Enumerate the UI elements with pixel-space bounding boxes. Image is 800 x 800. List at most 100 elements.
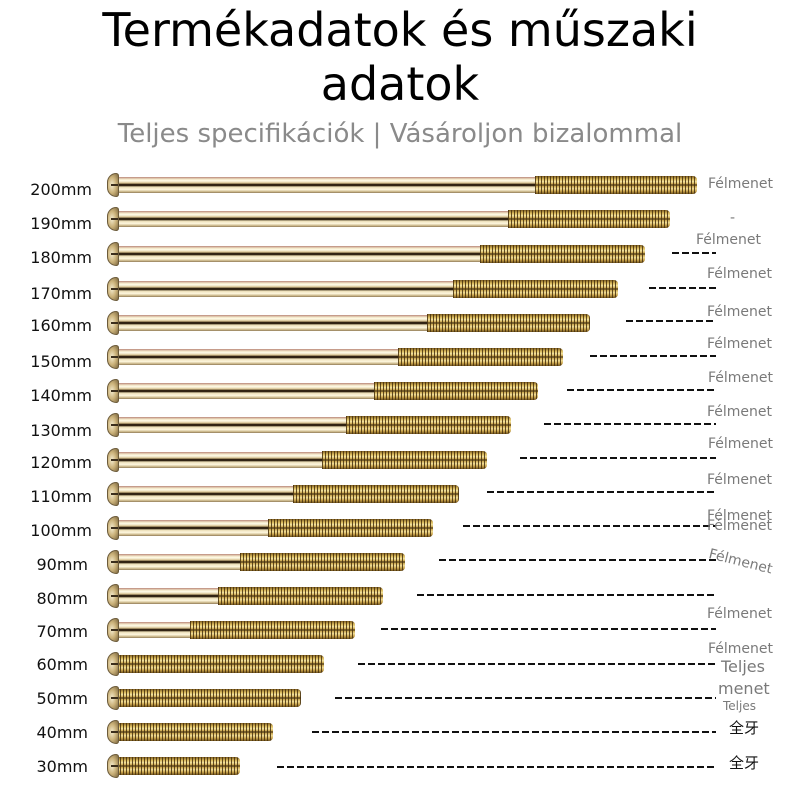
size-label-170: 170mm <box>30 284 92 303</box>
size-label-200: 200mm <box>30 180 92 199</box>
screw-thread <box>190 621 355 639</box>
thread-label-100: Félmenet <box>707 518 773 534</box>
size-label-180: 180mm <box>30 248 92 267</box>
leader-line-30 <box>277 766 716 768</box>
thread-label-80: Félmenet <box>707 606 773 622</box>
screw-80mm <box>107 584 383 608</box>
screw-shank <box>118 486 304 502</box>
screw-head-icon <box>107 686 119 710</box>
leader-line-80 <box>417 594 716 596</box>
screw-70mm <box>107 618 355 642</box>
screw-shank <box>118 383 385 399</box>
screw-shank <box>118 211 519 227</box>
leader-line-70 <box>381 628 716 630</box>
thread-label-170: Félmenet <box>707 304 773 320</box>
screw-190mm <box>107 207 670 231</box>
screw-thread <box>322 451 487 469</box>
size-label-100: 100mm <box>30 521 92 540</box>
thread-label-180: Félmenet <box>707 266 773 282</box>
size-label-130: 130mm <box>30 421 92 440</box>
thread-label-90: Félmenet <box>707 546 775 578</box>
size-label-150: 150mm <box>30 352 92 371</box>
size-label-40: 40mm <box>36 723 88 742</box>
thread-label-190: Félmenet <box>696 232 762 248</box>
leader-line-110 <box>487 491 716 493</box>
thread-label-120: Félmenet <box>707 472 773 488</box>
screw-170mm <box>107 277 618 301</box>
size-label-120: 120mm <box>30 453 92 472</box>
thread-label-30: 全牙 <box>729 754 760 772</box>
leader-line-100 <box>463 525 716 527</box>
screw-thread <box>117 655 324 673</box>
leader-line-120 <box>520 457 716 459</box>
screw-30mm <box>107 754 240 778</box>
screw-head-icon <box>107 173 119 197</box>
size-label-60: 60mm <box>36 655 88 674</box>
leader-line-50 <box>335 697 716 699</box>
screw-shank <box>118 452 333 468</box>
screw-150mm <box>107 345 563 369</box>
screw-120mm <box>107 448 487 472</box>
screw-head-icon <box>107 516 119 540</box>
size-label-50: 50mm <box>36 689 88 708</box>
size-label-90: 90mm <box>36 555 88 574</box>
title-line-1: Termékadatok és műszaki <box>102 3 698 57</box>
screw-shank <box>118 417 357 433</box>
screw-100mm <box>107 516 433 540</box>
leader-line-160 <box>626 320 716 322</box>
thread-label-60-line1: Teljes <box>721 657 765 676</box>
screw-thread <box>427 314 590 332</box>
screw-shank <box>118 281 464 297</box>
screw-140mm <box>107 379 538 403</box>
thread-label-40: 全牙 <box>729 719 760 737</box>
leader-line-90 <box>439 559 716 561</box>
leader-line-180 <box>672 252 716 254</box>
leader-line-130 <box>544 423 716 425</box>
screw-200mm <box>107 173 697 197</box>
screw-head-icon <box>107 482 119 506</box>
screw-head-icon <box>107 754 119 778</box>
size-label-140: 140mm <box>30 386 92 405</box>
screw-thread <box>240 553 405 571</box>
size-label-70: 70mm <box>36 622 88 641</box>
thread-label-50: Teljes <box>723 699 756 713</box>
screw-thread <box>117 689 301 707</box>
dash-mark: - <box>730 210 736 226</box>
size-label-30: 30mm <box>36 757 88 776</box>
screw-thread <box>117 757 240 775</box>
size-label-110: 110mm <box>30 487 92 506</box>
screw-head-icon <box>107 311 119 335</box>
title-line-2: adatok <box>320 57 480 111</box>
screw-thread <box>453 280 618 298</box>
screw-shank <box>118 349 409 365</box>
thread-label-110: Félmenet <box>707 508 773 524</box>
screw-thread <box>268 519 433 537</box>
screw-90mm <box>107 550 405 574</box>
screw-head-icon <box>107 720 119 744</box>
screw-head-icon <box>107 379 119 403</box>
screw-head-icon <box>107 652 119 676</box>
screw-110mm <box>107 482 459 506</box>
screw-50mm <box>107 686 301 710</box>
leader-line-140 <box>567 389 716 391</box>
thread-label-60-line2: menet <box>718 679 770 698</box>
screw-head-icon <box>107 413 119 437</box>
thread-label-130: Félmenet <box>708 436 774 452</box>
screw-shank <box>118 588 229 604</box>
size-label-190: 190mm <box>30 214 92 233</box>
screw-head-icon <box>107 207 119 231</box>
thread-label-200: Félmenet <box>708 176 774 192</box>
leader-line-60 <box>358 663 716 665</box>
screw-40mm <box>107 720 273 744</box>
screw-head-icon <box>107 584 119 608</box>
size-label-160: 160mm <box>30 316 92 335</box>
thread-label-160: Félmenet <box>707 336 773 352</box>
screw-head-icon <box>107 618 119 642</box>
screw-thread <box>346 416 511 434</box>
screw-thread <box>480 245 645 263</box>
subtitle: Teljes specifikációk | Vásároljon bizalo… <box>117 119 683 149</box>
thread-label-70: Félmenet <box>708 641 774 657</box>
leader-line-170 <box>649 287 716 289</box>
screw-head-icon <box>107 345 119 369</box>
screw-head-icon <box>107 277 119 301</box>
